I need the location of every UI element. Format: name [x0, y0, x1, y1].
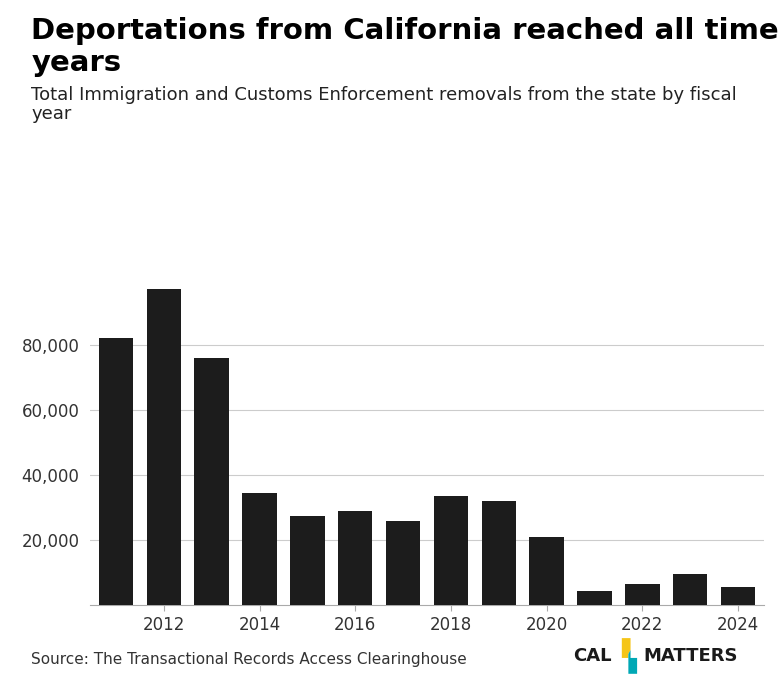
Polygon shape	[629, 650, 637, 674]
Bar	[481, 501, 516, 605]
Bar	[290, 516, 324, 605]
Text: years: years	[31, 49, 122, 77]
Text: Total Immigration and Customs Enforcement removals from the state by fiscal: Total Immigration and Customs Enforcemen…	[31, 86, 737, 103]
Text: Deportations from California reached all time lows in recent: Deportations from California reached all…	[31, 17, 780, 45]
Bar	[338, 511, 373, 605]
Bar	[147, 289, 181, 605]
Bar	[577, 591, 612, 605]
Text: Source: The Transactional Records Access Clearinghouse: Source: The Transactional Records Access…	[31, 652, 467, 667]
Bar	[386, 521, 420, 605]
Text: year: year	[31, 105, 72, 122]
Bar	[625, 584, 660, 605]
Bar	[243, 493, 277, 605]
Bar	[194, 358, 229, 605]
Bar	[99, 339, 133, 605]
Text: MATTERS: MATTERS	[644, 647, 738, 665]
Bar	[530, 537, 564, 605]
Text: CAL: CAL	[573, 647, 612, 665]
Bar	[434, 496, 468, 605]
Bar	[673, 575, 707, 605]
Polygon shape	[622, 638, 630, 658]
Bar	[721, 588, 755, 605]
